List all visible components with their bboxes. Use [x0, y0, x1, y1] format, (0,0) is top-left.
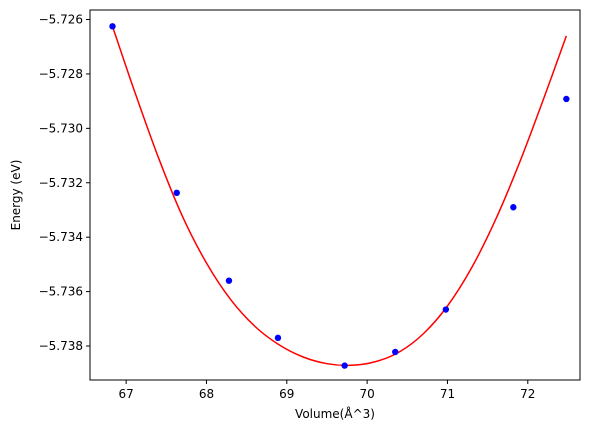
data-point [442, 306, 450, 313]
y-axis-label: Energy (eV) [9, 160, 23, 231]
fit-curve [111, 26, 568, 367]
plot-frame [89, 9, 581, 381]
data-point [392, 348, 399, 356]
y-tick-label: −5.726 [39, 13, 83, 27]
data-point [341, 362, 348, 369]
x-axis-label: Volume(Å^3) [295, 406, 375, 421]
y-tick-label: −5.732 [39, 176, 83, 190]
y-tick-label: −5.738 [39, 339, 83, 353]
data-point [510, 204, 517, 211]
x-tick-label: 69 [279, 387, 294, 401]
x-axis: 67 68 69 70 71 72 [119, 380, 535, 401]
data-point [563, 95, 570, 103]
x-tick-label: 72 [520, 387, 535, 401]
x-tick-label: 71 [440, 387, 455, 401]
x-tick-label: 70 [359, 387, 374, 401]
data-point [109, 23, 116, 30]
y-tick-label: −5.736 [39, 285, 83, 299]
x-tick-label: 68 [199, 387, 214, 401]
x-tick-label: 67 [119, 387, 134, 401]
data-point [225, 277, 233, 284]
data-point [274, 334, 282, 342]
y-axis: −5.726 −5.728 −5.730 −5.732 −5.734 −5.736 −5.7… [39, 13, 90, 353]
y-tick-label: −5.730 [39, 121, 83, 135]
y-tick-label: −5.728 [39, 67, 83, 81]
data-point [173, 189, 180, 197]
plot-area [109, 23, 570, 369]
y-tick-label: −5.734 [39, 230, 83, 244]
